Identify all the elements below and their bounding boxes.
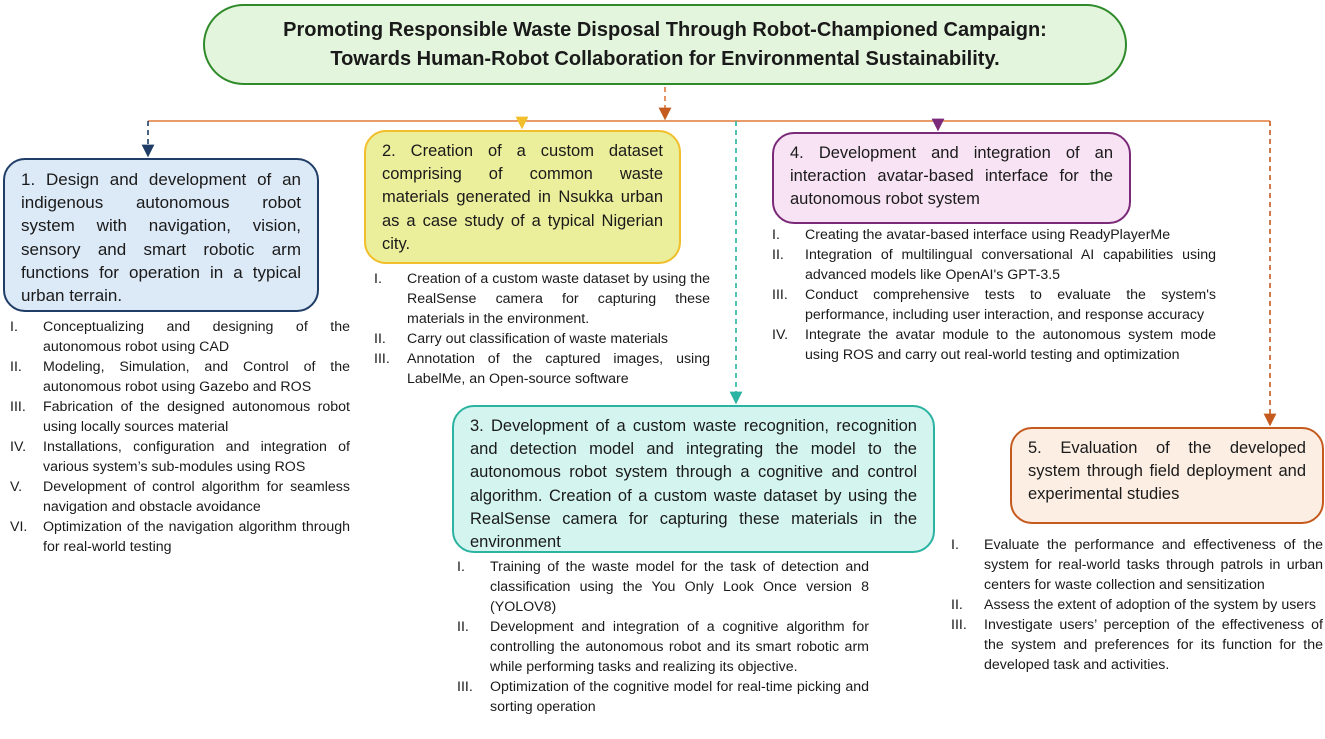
objective-5-box: 5. Evaluation of the developed system th… xyxy=(1010,427,1324,524)
item-text: Development and integration of a cogniti… xyxy=(490,619,869,675)
item-text: Modeling, Simulation, and Control of the… xyxy=(43,359,350,395)
item-text: Creation of a custom waste dataset by us… xyxy=(407,271,710,327)
list-item: I. Creation of a custom waste dataset by … xyxy=(374,269,710,329)
list-item: III. Investigate users’ perception of the… xyxy=(951,615,1323,675)
item-text: Creating the avatar-based interface usin… xyxy=(805,227,1171,243)
item-text: Development of control algorithm for sea… xyxy=(43,479,350,515)
item-number: VI. xyxy=(10,519,28,535)
item-text: Assess the extent of adoption of the sys… xyxy=(984,597,1317,613)
item-number: II. xyxy=(951,597,963,613)
item-number: I. xyxy=(457,559,465,575)
objective-3-tasks: I. Training of the waste model for the ta… xyxy=(457,557,869,717)
item-number: V. xyxy=(10,479,23,495)
list-item: I. Creating the avatar-based interface us… xyxy=(772,225,1216,245)
item-text: Conceptualizing and designing of the aut… xyxy=(43,319,350,355)
item-number: II. xyxy=(457,619,469,635)
item-number: III. xyxy=(10,399,26,415)
item-number: III. xyxy=(457,679,473,695)
item-text: Optimization of the navigation algorithm… xyxy=(43,519,350,555)
objective-2-box: 2. Creation of a custom dataset comprisi… xyxy=(364,130,681,264)
list-item: VI. Optimization of the navigation algori… xyxy=(10,517,350,557)
item-number: II. xyxy=(772,247,784,263)
list-item: I. Training of the waste model for the ta… xyxy=(457,557,869,617)
item-text: Carry out classification of waste materi… xyxy=(407,331,668,347)
item-text: Fabrication of the designed autonomous r… xyxy=(43,399,350,435)
title-line-2: Towards Human-Robot Collaboration for En… xyxy=(330,47,1000,70)
item-number: III. xyxy=(374,351,390,367)
item-number: II. xyxy=(374,331,386,347)
item-number: I. xyxy=(10,319,18,335)
list-item: II. Modeling, Simulation, and Control of … xyxy=(10,357,350,397)
list-item: IV. Integrate the avatar module to the au… xyxy=(772,325,1216,365)
list-item: III. Fabrication of the designed autonomo… xyxy=(10,397,350,437)
item-number: IV. xyxy=(10,439,27,455)
list-item: I. Conceptualizing and designing of the a… xyxy=(10,317,350,357)
item-text: Optimization of the cognitive model for … xyxy=(490,679,869,715)
item-number: I. xyxy=(772,227,780,243)
objective-1-box: 1. Design and development of an indigeno… xyxy=(3,158,319,312)
list-item: I. Evaluate the performance and effective… xyxy=(951,535,1323,595)
list-item: III. Annotation of the captured images, u… xyxy=(374,349,710,389)
item-text: Installations, configuration and integra… xyxy=(43,439,350,475)
list-item: II. Development and integration of a cogn… xyxy=(457,617,869,677)
item-number: III. xyxy=(951,617,967,633)
list-item: II. Integration of multilingual conversat… xyxy=(772,245,1216,285)
objective-4-tasks: I. Creating the avatar-based interface us… xyxy=(772,225,1216,365)
list-item: II. Carry out classification of waste mat… xyxy=(374,329,710,349)
objective-2-tasks: I. Creation of a custom waste dataset by … xyxy=(374,269,710,389)
list-item: III. Conduct comprehensive tests to evalu… xyxy=(772,285,1216,325)
item-text: Evaluate the performance and effectivene… xyxy=(984,537,1323,593)
item-text: Integrate the avatar module to the auton… xyxy=(805,327,1216,363)
objective-1-tasks: I. Conceptualizing and designing of the a… xyxy=(10,317,350,557)
objective-4-box: 4. Development and integration of an int… xyxy=(772,132,1131,224)
item-text: Investigate users’ perception of the eff… xyxy=(984,617,1323,673)
item-number: IV. xyxy=(772,327,789,343)
title-line-1: Promoting Responsible Waste Disposal Thr… xyxy=(283,18,1047,41)
item-text: Conduct comprehensive tests to evaluate … xyxy=(805,287,1216,323)
item-number: I. xyxy=(951,537,959,553)
item-text: Integration of multilingual conversation… xyxy=(805,247,1216,283)
list-item: V. Development of control algorithm for s… xyxy=(10,477,350,517)
title-box: Promoting Responsible Waste Disposal Thr… xyxy=(203,4,1127,85)
objective-3-box: 3. Development of a custom waste recogni… xyxy=(452,405,935,553)
list-item: II. Assess the extent of adoption of the … xyxy=(951,595,1323,615)
list-item: IV. Installations, configuration and inte… xyxy=(10,437,350,477)
list-item: III. Optimization of the cognitive model … xyxy=(457,677,869,717)
item-number: II. xyxy=(10,359,22,375)
item-number: I. xyxy=(374,271,382,287)
item-text: Training of the waste model for the task… xyxy=(490,559,869,615)
item-text: Annotation of the captured images, using… xyxy=(407,351,710,387)
item-number: III. xyxy=(772,287,788,303)
objective-5-tasks: I. Evaluate the performance and effective… xyxy=(951,535,1323,675)
